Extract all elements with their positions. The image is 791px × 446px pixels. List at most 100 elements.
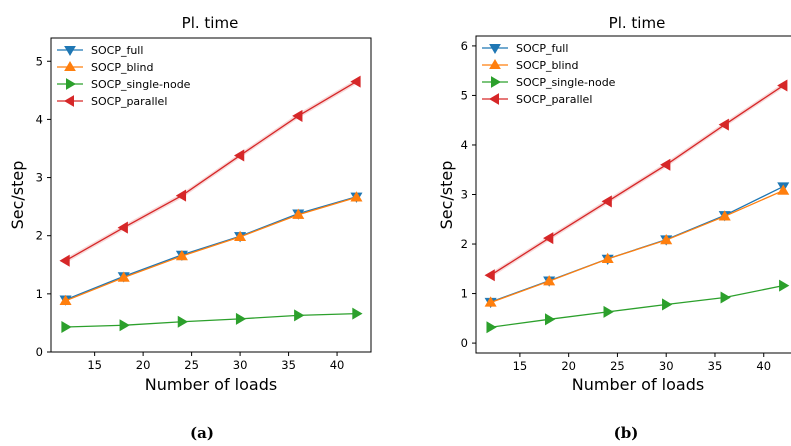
series-line-socp-blind [490,189,784,304]
y-tick-label: 2 [461,237,468,251]
y-axis-label: Sec/step [437,161,456,230]
y-tick-label: 2 [36,229,43,243]
data-point-socp-blind [601,252,614,264]
data-point-socp-blind [292,208,305,219]
data-point-socp-parallel [292,109,303,122]
x-tick-label: 30 [233,358,248,372]
legend-label-socp-blind: SOCP_blind [91,61,154,74]
data-point-socp-parallel [718,118,729,131]
data-point-socp-parallel [59,254,70,267]
series-line-socp-parallel [65,81,357,262]
data-point-socp-single-node [603,305,614,318]
y-tick-label: 3 [36,171,43,185]
x-tick-label: 40 [756,359,771,373]
legend-label-socp-blind: SOCP_blind [516,59,579,72]
panel-caption: (a) [190,424,214,442]
data-point-socp-blind [350,191,363,202]
x-tick-label: 25 [184,358,199,372]
x-tick-label: 20 [136,358,151,372]
legend-marker-socp-full [64,46,76,56]
data-point-socp-blind [718,210,731,221]
series-line-socp-full [65,196,357,301]
data-point-socp-blind [543,275,556,286]
x-tick-label: 35 [708,359,723,373]
y-tick-label: 6 [461,39,468,53]
series-line-socp-single-node [490,285,784,328]
data-point-socp-single-node [294,309,305,322]
data-point-socp-blind [175,249,188,261]
y-axis-label: Sec/step [8,161,27,230]
legend: SOCP_full SOCP_blind SOCP_single-node SOCP_… [57,44,191,108]
y-tick-label: 5 [461,88,468,102]
data-point-socp-parallel [484,269,495,282]
data-point-socp-single-node [177,315,189,328]
legend-label-socp-full: SOCP_full [91,44,143,57]
data-point-socp-single-node [235,312,247,325]
data-point-socp-blind [777,184,790,195]
legend-label-socp-parallel: SOCP_parallel [516,93,592,106]
data-point-socp-single-node [720,291,731,304]
data-point-socp-single-node [779,279,790,292]
y-tick-label: 1 [36,287,43,301]
series-band-socp-parallel [490,83,784,278]
data-point-socp-blind [59,294,72,305]
y-tick-label: 1 [461,287,468,301]
data-point-socp-parallel [117,221,128,234]
data-point-socp-single-node [352,307,363,320]
data-point-socp-parallel [777,79,788,92]
chart-title: Pl. time [182,14,239,32]
data-point-socp-blind [484,296,497,307]
legend-label-socp-single-node: SOCP_single-node [516,76,616,89]
y-tick-label: 0 [461,336,468,350]
data-point-socp-parallel [601,195,612,208]
data-point-socp-parallel [660,158,671,171]
legend-marker-socp-parallel [489,93,499,105]
data-point-socp-single-node [61,320,72,334]
legend-marker-socp-single-node [491,76,501,88]
series-line-socp-full [490,185,784,303]
data-point-socp-parallel [233,149,245,162]
legend-label-socp-single-node: SOCP_single-node [91,78,191,91]
x-axis-label: Number of loads [572,375,704,394]
x-tick-label: 15 [513,359,528,373]
chart-title: Pl. time [609,14,666,32]
data-point-socp-blind [117,271,130,282]
plot-frame [50,37,372,353]
data-point-socp-single-node [545,313,556,326]
x-tick-label: 15 [87,358,102,372]
x-tick-label: 35 [281,358,296,372]
data-point-socp-single-node [662,298,673,311]
x-tick-label: 40 [330,358,345,372]
x-tick-label: 30 [659,359,674,373]
legend: SOCP_full SOCP_blind SOCP_single-node SOCP_… [482,42,616,106]
y-tick-label: 0 [36,345,43,359]
series-line-socp-single-node [65,312,357,328]
y-tick-label: 3 [461,188,468,202]
series-line-socp-blind [65,196,357,302]
y-tick-label: 4 [461,138,468,152]
data-point-socp-blind [660,233,673,245]
y-tick-label: 4 [36,112,43,126]
panel-caption: (b) [614,424,639,442]
series-line-socp-parallel [490,84,784,276]
legend-marker-socp-single-node [66,78,76,90]
data-point-socp-blind [234,230,247,242]
x-axis-label: Number of loads [145,375,277,394]
legend-marker-socp-blind [64,61,76,71]
legend-label-socp-full: SOCP_full [516,42,568,55]
x-tick-label: 25 [610,359,625,373]
y-tick-label: 5 [36,54,43,68]
legend-marker-socp-full [489,44,501,54]
legend-marker-socp-blind [489,59,501,69]
data-point-socp-single-node [486,321,497,334]
data-point-socp-parallel [175,189,187,202]
data-point-socp-parallel [543,232,554,245]
data-point-socp-single-node [119,319,130,332]
legend-label-socp-parallel: SOCP_parallel [91,95,167,108]
legend-marker-socp-parallel [64,95,74,107]
data-point-socp-parallel [350,75,361,88]
x-tick-label: 20 [561,359,576,373]
